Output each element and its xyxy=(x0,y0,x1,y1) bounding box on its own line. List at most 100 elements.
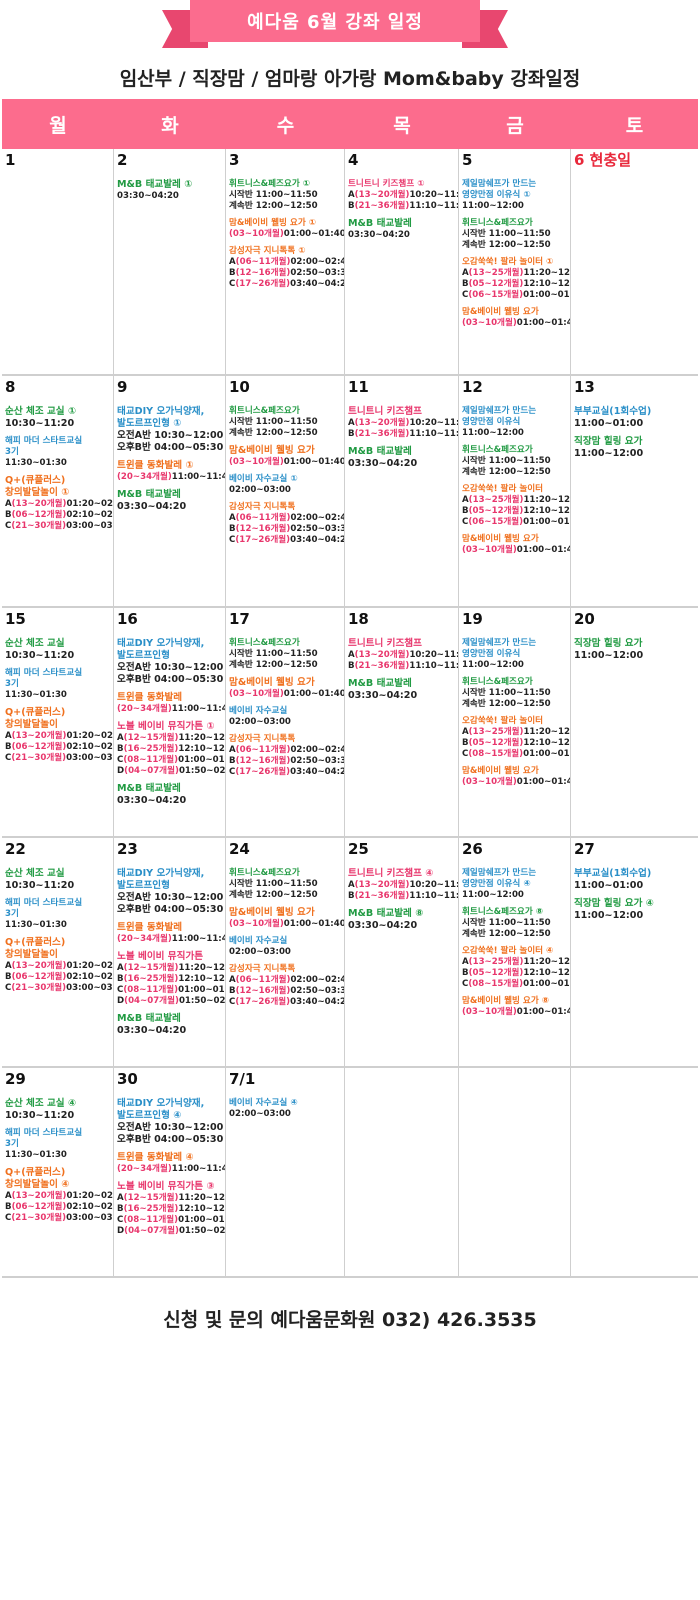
day-cell: 9 태교DIY 오가닉양재, 발도르프인형 ① 오전A반 10:30~12:00 오후B… xyxy=(114,376,226,606)
course-time: (03~10개월)01:00~01:40 xyxy=(462,1007,570,1018)
age-range: (06~11개월) xyxy=(235,745,291,755)
course-title: 트니트니 키즈챔프 xyxy=(348,638,422,649)
day-number: 17 xyxy=(229,610,250,628)
day-number: 13 xyxy=(574,378,595,396)
time-range: 11:10~11:50 xyxy=(409,201,459,211)
course-time: 03:30~04:20 xyxy=(348,230,410,240)
time-range: 11:20~12:00 xyxy=(178,963,225,973)
course-title: 제일맘쉐프가 만드는 xyxy=(462,638,537,648)
time-range: 03:30~04:20 xyxy=(117,501,187,512)
day-cell: 10 휘트니스&페즈요가 시작반 11:00~11:50 계속반 12:00~12:5… xyxy=(226,376,345,606)
day-cell: 20 직장맘 힐링 요가 11:00~12:00 xyxy=(571,608,698,836)
course-title-line2: 발도르프인형 xyxy=(117,650,170,661)
age-range: (12~15개월) xyxy=(123,733,179,743)
course-entry: 오감쑥쑥! 팔라 놀이터 ①A(13~25개월)11:20~12:00B(05~… xyxy=(462,257,570,301)
course-entry: 순산 체조 교실 ① 10:30~11:20 xyxy=(5,406,111,430)
course-time: 오후B반 04:00~05:30 xyxy=(117,904,223,916)
age-range: (03~10개월) xyxy=(462,777,517,787)
group-letter: A xyxy=(348,650,355,660)
course-time: A(13~20개월)10:20~11:00 xyxy=(348,418,458,429)
course-title: 순산 체조 교실 ④ xyxy=(5,1098,77,1109)
day-cell: 15 순산 체조 교실 10:30~11:20 해피 마더 스타트교실 3기 11:30~… xyxy=(2,608,114,836)
course-title: 맘&베이비 웰빙 요가 xyxy=(462,766,539,776)
age-range: (06~12개월) xyxy=(11,972,67,982)
time-range: 12:10~12:50 xyxy=(523,738,570,748)
course-time: B(12~16개월)02:50~03:30 xyxy=(229,986,344,997)
course-entry: M&B 태교발레 ⑧ 03:30~04:20 xyxy=(348,908,456,932)
week-row: 15 순산 체조 교실 10:30~11:20 해피 마더 스타트교실 3기 11:30~… xyxy=(2,608,698,838)
course-entry: 트윈클 동화발레 ④(20~34개월)11:00~11:40 xyxy=(117,1152,225,1175)
course-time: C(06~15개월)01:00~01:40 xyxy=(462,290,570,301)
time-range: 11:20~12:00 xyxy=(523,957,570,967)
course-time: C(21~30개월)03:00~03:40 xyxy=(5,983,113,994)
course-time: B(05~12개월)12:10~12:50 xyxy=(462,738,570,749)
time-range: 01:00~01:40 xyxy=(178,1215,225,1225)
course-time: C(21~30개월)03:00~03:40 xyxy=(5,1213,113,1224)
course-title: 베이비 자수교실 ① xyxy=(229,474,298,484)
course-time: 오전A반 10:30~12:00 xyxy=(117,1122,223,1134)
course-entry: 부부교실(1회수업) 11:00~01:00 xyxy=(574,868,696,892)
age-range: (21~30개월) xyxy=(11,753,67,763)
course-time: 계속반 12:00~12:50 xyxy=(229,660,318,670)
week-row: 22 순산 체조 교실 10:30~11:20 해피 마더 스타트교실 3기 11:30~… xyxy=(2,838,698,1068)
course-entry: 태교DIY 오가닉양재, 발도르프인형 오전A반 10:30~12:00 오후B반 0… xyxy=(117,638,223,686)
course-time: (20~34개월)11:00~11:40 xyxy=(117,472,225,483)
group-letter: B xyxy=(348,891,355,901)
age-range: (03~10개월) xyxy=(462,318,517,328)
time-range: 11:20~12:00 xyxy=(178,1193,225,1203)
course-time: 11:30~01:30 xyxy=(5,920,67,930)
day-number: 7/1 xyxy=(229,1070,256,1088)
age-range: (03~10개월) xyxy=(462,545,517,555)
course-title: 오감쑥쑥! 팔라 놀이터 ④ xyxy=(462,946,554,956)
course-time: B(06~12개월)02:10~02:50 xyxy=(5,742,113,753)
weekday-label: 토 xyxy=(625,114,644,137)
course-entry: 맘&베이비 웰빙 요가(03~10개월)01:00~01:40 xyxy=(462,307,570,329)
age-range: (21~30개월) xyxy=(11,983,67,993)
course-entry: 맘&베이비 웰빙 요가 ① (03~10개월)01:00~01:40 xyxy=(229,218,344,240)
group-letter: B xyxy=(348,661,355,671)
group-letter: A xyxy=(5,499,12,509)
day-cell xyxy=(345,1068,459,1276)
day-number: 1 xyxy=(5,151,16,169)
course-title: 트윈클 동화발레 xyxy=(117,922,183,933)
course-time: B(06~12개월)02:10~02:50 xyxy=(5,972,113,983)
course-title: Q+(큐플러스) xyxy=(5,937,66,948)
day-number: 4 xyxy=(348,151,359,169)
time-range: 01:00~01:40 xyxy=(283,919,345,929)
day-number: 18 xyxy=(348,610,369,628)
time-range: 11:00~12:00 xyxy=(574,650,644,661)
time-range: 오후B반 04:00~05:30 xyxy=(117,442,224,453)
group-letter: B xyxy=(348,201,355,211)
age-range: (04~07개월) xyxy=(124,996,179,1006)
group-letter: C xyxy=(117,985,124,995)
day-cell: 1 xyxy=(2,149,114,374)
day-cell: 12 제일맘쉐프가 만드는 영양만점 이유식 11:00~12:00 휘트니스&페즈요가… xyxy=(459,376,571,606)
course-time: 11:30~01:30 xyxy=(5,1150,67,1160)
age-range: (16~25개월) xyxy=(123,744,179,754)
age-range: (03~10개월) xyxy=(462,1007,517,1017)
course-title: 직장맘 힐링 요가 ④ xyxy=(574,898,654,909)
time-range: 03:30~04:20 xyxy=(117,795,187,806)
course-title: M&B 태교발레 ① xyxy=(117,179,193,190)
group-letter: A xyxy=(348,880,355,890)
course-title: 감성자극 지니톡톡 xyxy=(229,734,296,744)
course-time: C(06~15개월)01:00~01:40 xyxy=(462,517,570,528)
group-letter: B xyxy=(229,524,236,534)
course-title: 태교DIY 오가닉양재, xyxy=(117,406,205,417)
course-entry: 태교DIY 오가닉양재, 발도르프인형 오전A반 10:30~12:00 오후B반 0… xyxy=(117,868,223,916)
course-title: 부부교실(1회수업) xyxy=(574,868,652,879)
course-time: A(06~11개월)02:00~02:40 xyxy=(229,975,344,986)
time-range: 01:00~01:40 xyxy=(523,749,570,759)
time-range: 10:30~11:20 xyxy=(5,418,75,429)
day-cell: 13 부부교실(1회수업) 11:00~01:00 직장맘 힐링 요가 11:00~12… xyxy=(571,376,698,606)
course-title-line2: 창의발달놀이 xyxy=(5,949,58,960)
time-range: 11:00~11:40 xyxy=(171,1164,225,1174)
course-time: 계속반 12:00~12:50 xyxy=(462,240,551,250)
time-range: 11:00~11:40 xyxy=(171,704,225,714)
group-letter: C xyxy=(117,1215,124,1225)
time-range: 02:10~02:50 xyxy=(66,742,113,752)
time-range: 02:00~02:40 xyxy=(290,975,344,985)
title-banner: 예다움 6월 강좌 일정 xyxy=(162,0,508,48)
group-letter: C xyxy=(229,535,236,545)
